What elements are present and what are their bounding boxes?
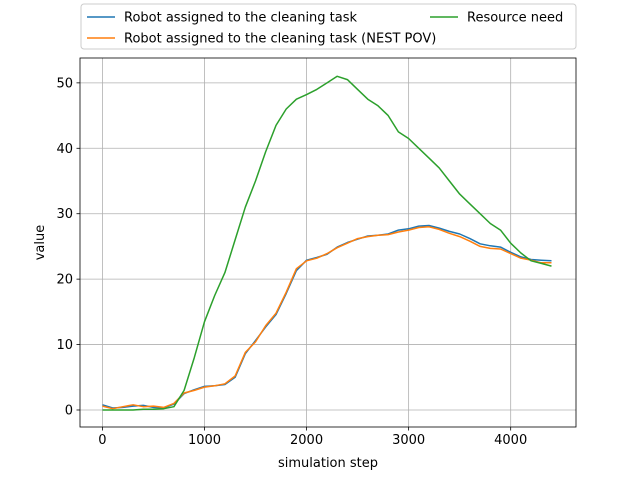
axis-ticks: 0 1000 2000 3000 4000 0 10 20 30 40 50 (56, 76, 527, 448)
y-tick-label: 20 (56, 273, 73, 288)
series-lines (102, 75, 552, 411)
legend-label-1: Robot assigned to the cleaning task (124, 11, 358, 26)
y-tick-label: 10 (56, 338, 73, 353)
y-tick-label: 30 (56, 207, 73, 222)
x-tick-label: 4000 (494, 433, 527, 448)
x-tick-label: 2000 (290, 433, 323, 448)
x-tick-label: 0 (98, 433, 106, 448)
y-tick-label: 50 (56, 76, 73, 91)
legend-box (80, 3, 577, 50)
grid-lines (80, 58, 576, 427)
series-line-2 (102, 226, 552, 410)
legend: Robot assigned to the cleaning task Robot… (80, 3, 577, 50)
x-tick-label: 3000 (392, 433, 425, 448)
y-tick-label: 40 (56, 142, 73, 157)
y-axis-label: value (33, 225, 48, 261)
x-tick-label: 1000 (188, 433, 221, 448)
plot-frame (79, 57, 577, 428)
y-tick-label: 0 (65, 403, 73, 418)
legend-label-2: Robot assigned to the cleaning task (NES… (124, 32, 436, 47)
series-line-3 (102, 75, 552, 411)
legend-label-3: Resource need (467, 11, 563, 26)
x-axis-label: simulation step (278, 456, 378, 471)
